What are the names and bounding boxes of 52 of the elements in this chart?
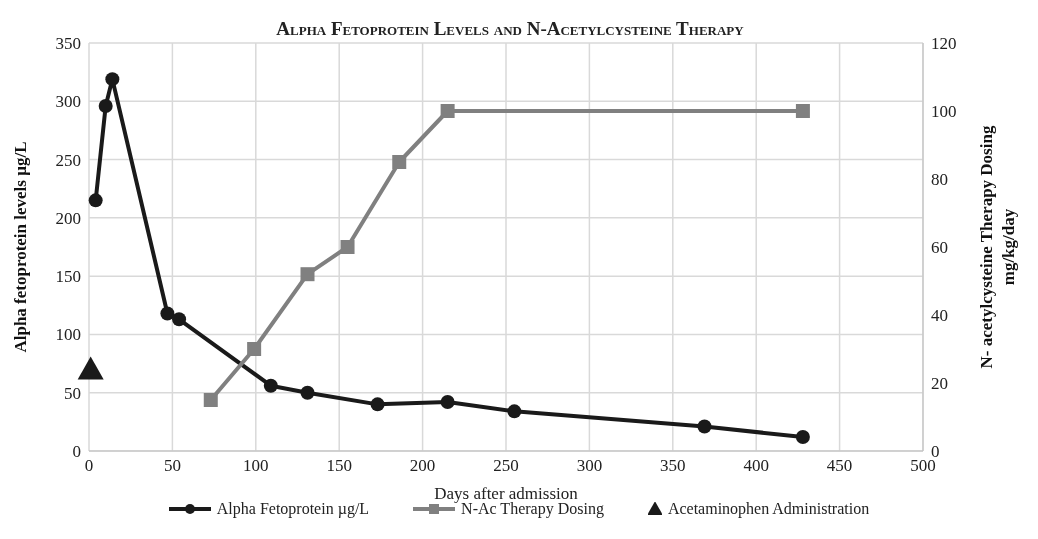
chart-title: Alpha Fetoprotein Levels and N-Acetylcysteine Therapy [275, 18, 745, 40]
point [160, 306, 175, 321]
y2-tick-label: 20 [931, 374, 948, 394]
x-tick-label: 200 [409, 456, 436, 476]
point [98, 98, 113, 113]
point [77, 356, 104, 380]
point [172, 312, 187, 327]
y2-axis-title: N- acetylcysteine Therapy Dosing mg/kg/day [977, 125, 1018, 369]
y-tick-label: 250 [55, 150, 81, 170]
point [340, 240, 355, 254]
legend-label: N-Ac Therapy Dosing [461, 500, 604, 518]
point [88, 193, 103, 208]
point [203, 393, 218, 407]
legend-label: Alpha Fetoprotein µg/L [216, 500, 370, 518]
point [247, 342, 262, 356]
y2-tick-label: 80 [931, 170, 948, 190]
x-tick-label: 400 [743, 456, 769, 476]
point [300, 385, 315, 400]
y-tick-label: 350 [55, 34, 81, 54]
x-tick-label: 350 [660, 456, 686, 476]
point [507, 404, 522, 419]
x-tick-label: 50 [163, 456, 181, 476]
y-tick-label: 50 [64, 383, 81, 403]
point [795, 430, 810, 445]
point [697, 419, 712, 434]
legend-label: Acetaminophen Administration [667, 500, 870, 518]
x-tick-label: 250 [493, 456, 519, 476]
y2-tick-label: 60 [931, 238, 948, 258]
point [300, 267, 315, 282]
x-tick-label: 150 [326, 456, 352, 476]
y-tick-label: 200 [55, 208, 81, 228]
point [440, 395, 455, 410]
y-tick-label: 300 [55, 92, 81, 112]
point [370, 397, 385, 412]
y-tick-label: 100 [55, 325, 81, 345]
x-tick-label: 300 [576, 456, 603, 476]
x-tick-label: 100 [243, 456, 269, 476]
y-axis-title: Alpha fetoprotein levels µg/L [11, 141, 31, 353]
point [105, 72, 120, 87]
x-tick-label: 500 [910, 456, 936, 476]
x-tick-label: 450 [826, 456, 853, 476]
x-axis-title: Days after admission [434, 484, 579, 503]
y2-tick-label: 40 [931, 306, 948, 326]
point [795, 104, 810, 118]
y2-tick-label: 100 [931, 102, 957, 122]
point [392, 155, 407, 169]
y-tick-label: 0 [72, 442, 81, 462]
y-tick-label: 150 [55, 267, 81, 287]
point [263, 378, 278, 393]
x-tick-label: 0 [84, 456, 94, 476]
y2-tick-label: 120 [931, 34, 957, 54]
point [440, 104, 455, 118]
